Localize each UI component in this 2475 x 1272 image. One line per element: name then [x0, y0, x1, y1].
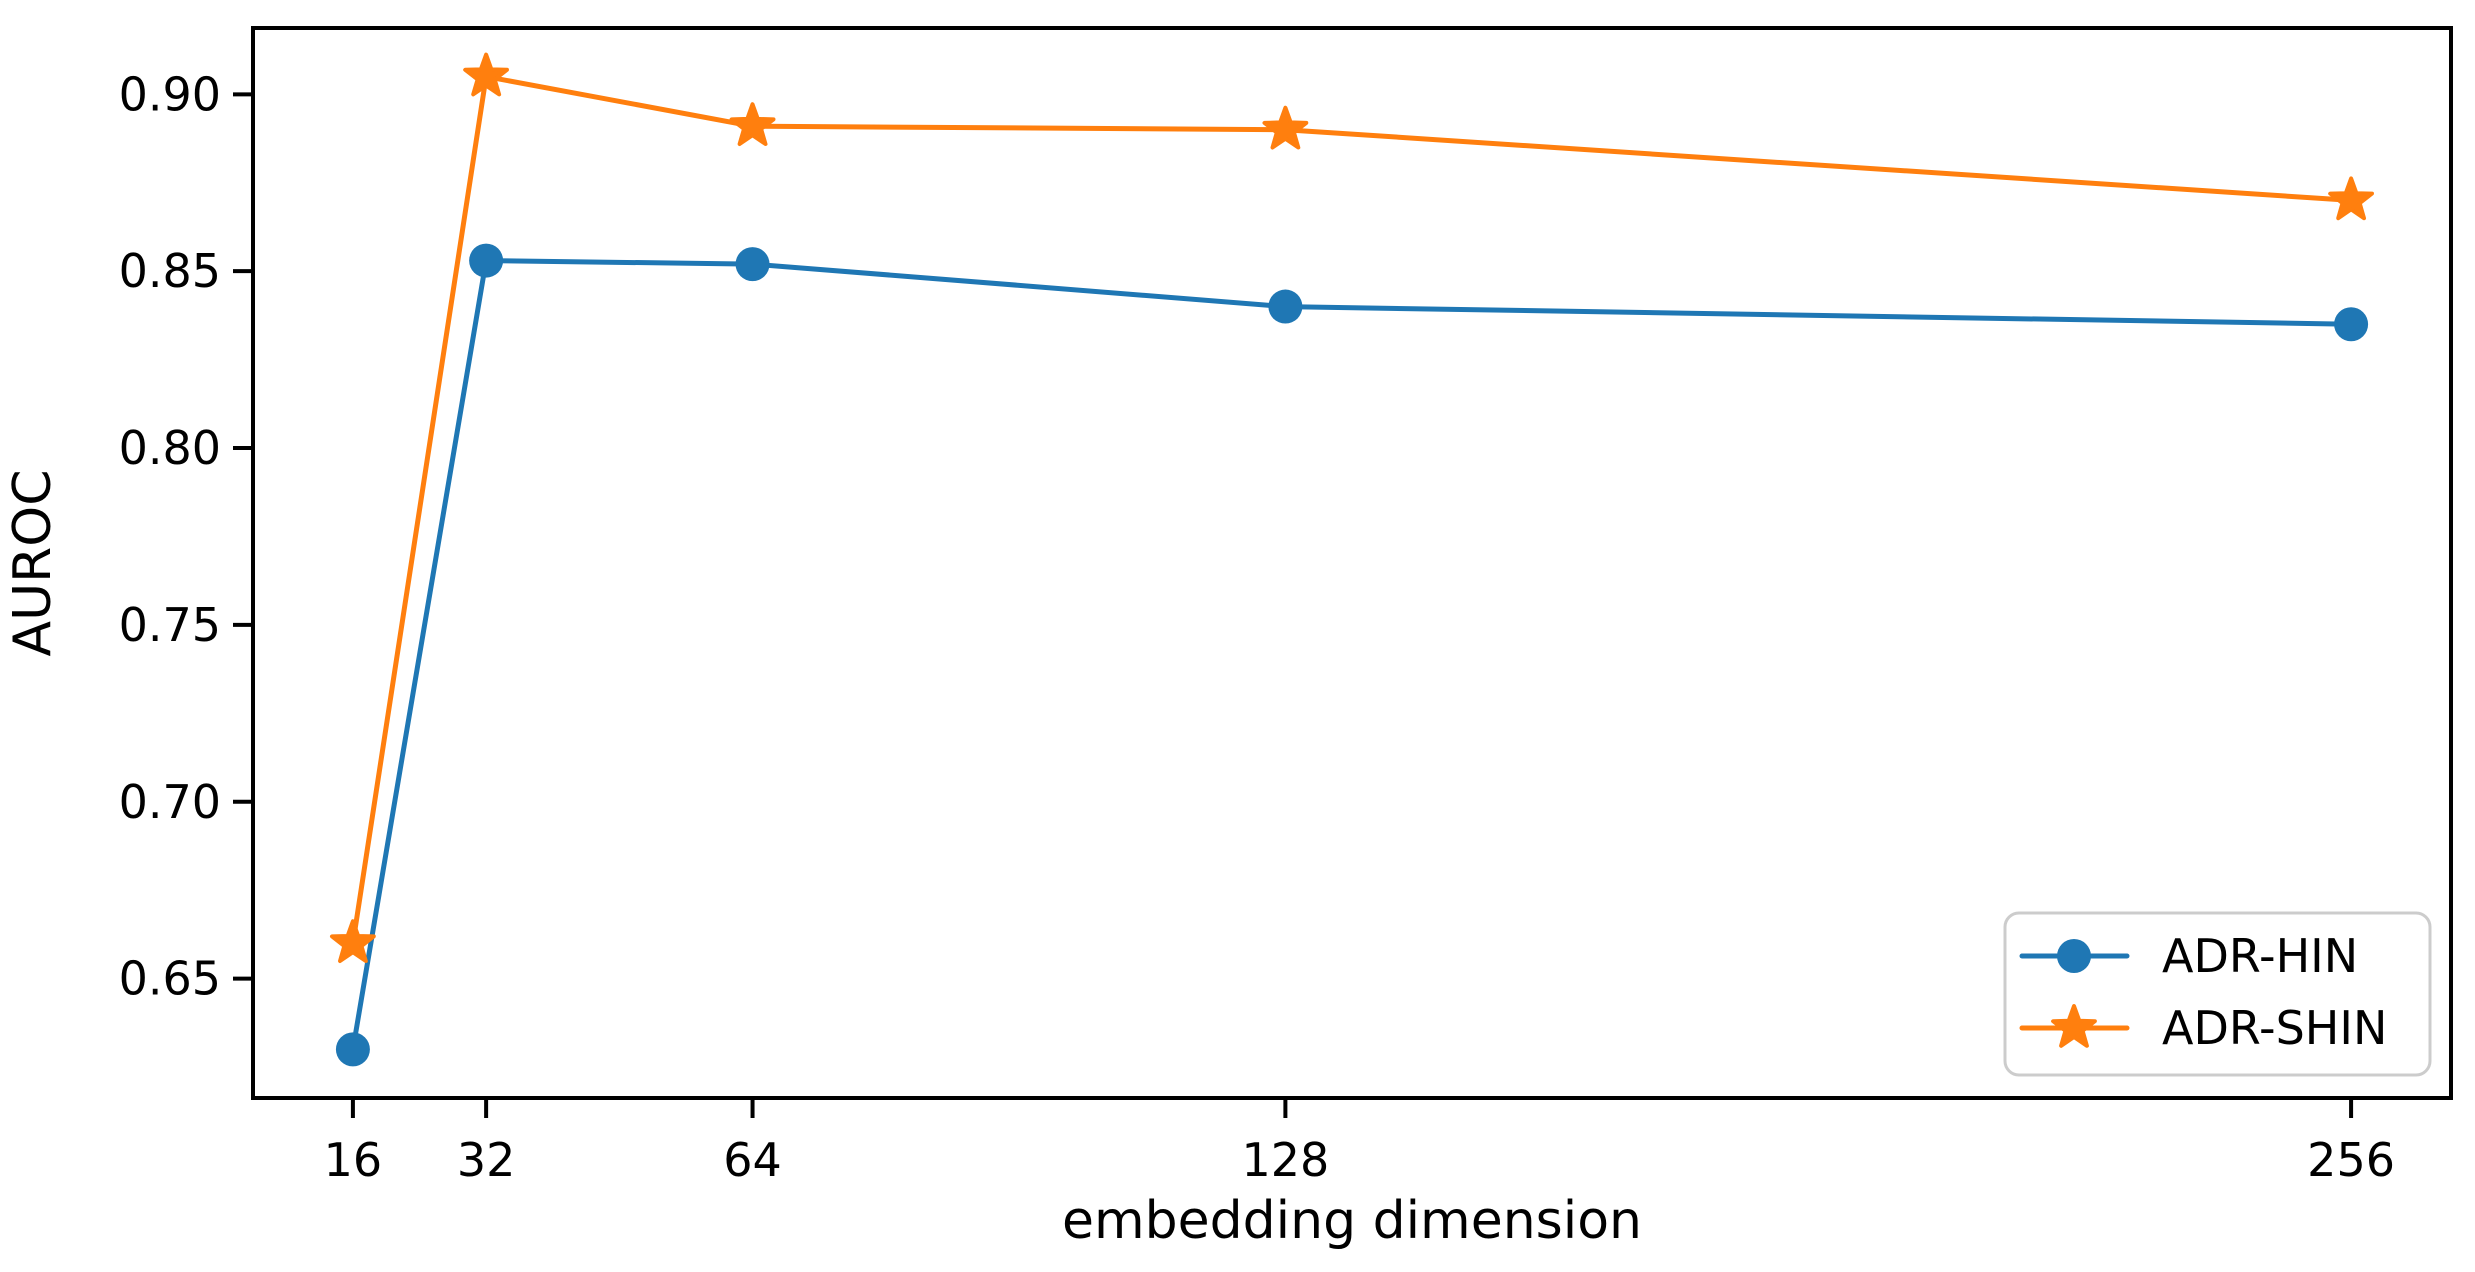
- axes-spines: [251, 26, 2453, 1100]
- y-tick-label: 0.80: [119, 421, 221, 475]
- y-tick-label: 0.75: [119, 598, 221, 652]
- data-point-marker: [463, 52, 509, 97]
- y-tick-label: 0.90: [119, 67, 221, 121]
- legend-entry-label: ADR-HIN: [2162, 929, 2358, 983]
- data-point-marker: [2328, 176, 2374, 221]
- data-point-marker: [330, 919, 376, 963]
- x-tick-label: 256: [2307, 1133, 2395, 1187]
- data-point-marker: [1262, 105, 1309, 150]
- y-axis-title: AUROC: [3, 469, 63, 656]
- data-point-marker: [735, 247, 770, 282]
- x-tick-label: 64: [723, 1133, 782, 1187]
- data-point-marker: [335, 1032, 370, 1067]
- x-axis-title: embedding dimension: [1062, 1191, 1642, 1251]
- data-point-marker: [729, 102, 776, 146]
- legend: ADR-HIN ADR-SHIN: [2003, 911, 2432, 1077]
- x-tick-label: 32: [457, 1133, 516, 1187]
- y-tick-label: 0.65: [119, 952, 221, 1006]
- x-axis: 16 32 64 128 256: [324, 1098, 2395, 1187]
- data-point-marker: [1268, 289, 1303, 324]
- y-axis: 0.65 0.70 0.75 0.80 0.85 0.90: [119, 67, 253, 1006]
- x-tick-label: 128: [1241, 1133, 1329, 1187]
- legend-sample-marker: [2057, 939, 2091, 973]
- legend-sample-marker: [2051, 1004, 2097, 1048]
- y-tick-label: 0.85: [119, 244, 221, 298]
- data-point-marker: [2334, 307, 2369, 342]
- series-adr-shin: [330, 52, 2374, 963]
- x-tick-label: 16: [324, 1133, 383, 1187]
- legend-entry-label: ADR-SHIN: [2162, 1001, 2387, 1055]
- axes-group: [251, 26, 2453, 1100]
- y-tick-label: 0.70: [119, 775, 221, 829]
- series-adr-hin: [335, 243, 2369, 1067]
- data-point-marker: [469, 243, 504, 278]
